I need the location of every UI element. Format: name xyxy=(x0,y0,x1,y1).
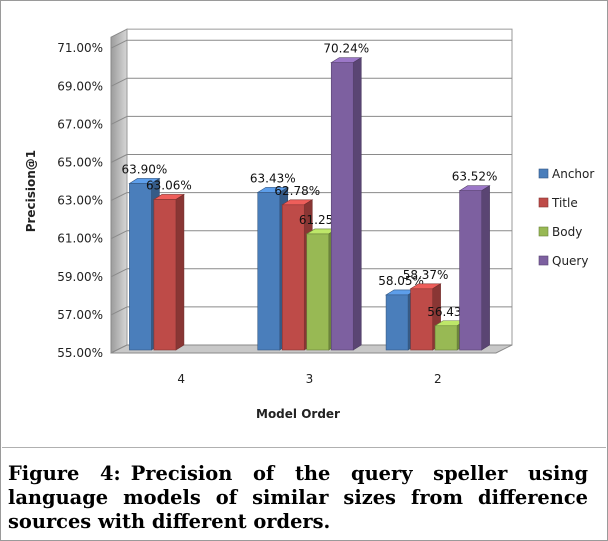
bar-side xyxy=(481,185,490,351)
y-tick-label: 71.00% xyxy=(57,41,103,55)
bar-chart: 55.00% 57.00% 59.00% 61.00% 63.00% 65.00% 67.0… xyxy=(24,28,594,421)
legend-label: Anchor xyxy=(552,167,594,181)
caption-label: Figure 4: xyxy=(8,462,121,485)
bar-title xyxy=(281,204,305,351)
data-label: 58.05% xyxy=(378,274,424,288)
gridline-side xyxy=(110,39,128,49)
legend-swatch xyxy=(538,226,549,237)
y-tick-label: 65.00% xyxy=(57,156,103,170)
x-tick-label: 4 xyxy=(177,372,185,386)
y-tick-label: 61.00% xyxy=(57,232,103,246)
data-label: 63.43% xyxy=(250,171,296,185)
bar-query xyxy=(330,62,354,351)
caption-separator xyxy=(2,447,606,448)
bar-side xyxy=(352,57,362,351)
side-wall xyxy=(110,28,128,354)
data-label: 63.90% xyxy=(122,162,168,176)
legend-swatch xyxy=(538,197,549,208)
x-tick-label: 3 xyxy=(306,372,314,386)
data-label: 63.06% xyxy=(146,178,192,192)
data-label: 58.37% xyxy=(403,268,449,282)
gridline-side xyxy=(110,230,128,240)
y-axis-title: Precision@1 xyxy=(24,150,38,232)
bar-anchor xyxy=(385,294,409,351)
legend-swatch xyxy=(538,168,549,179)
y-tick-label: 63.00% xyxy=(57,194,103,208)
bar-title xyxy=(410,288,433,351)
bar-anchor xyxy=(257,192,281,351)
legend-swatch xyxy=(538,255,549,266)
bar-title xyxy=(153,199,177,351)
chart-canvas: 55.00% 57.00% 59.00% 61.00% 63.00% 65.00% 67.0… xyxy=(24,28,594,421)
y-tick-label: 69.00% xyxy=(57,79,103,93)
bar-anchor xyxy=(129,183,152,351)
legend-label: Body xyxy=(552,225,582,239)
bar-body xyxy=(434,325,458,351)
gridline-side xyxy=(110,306,128,316)
figure-caption: Figure 4: Precision of the query speller … xyxy=(8,462,588,534)
gridline-side xyxy=(110,77,128,87)
caption-text: Precision of the query speller using lan… xyxy=(8,462,589,533)
legend-label: Query xyxy=(552,254,588,268)
y-tick-label: 55.00% xyxy=(57,346,103,360)
gridline-side xyxy=(110,268,128,278)
y-tick-label: 67.00% xyxy=(57,117,103,131)
bar-body xyxy=(306,233,330,351)
gridline-side xyxy=(110,192,128,202)
y-tick-label: 57.00% xyxy=(57,308,103,322)
x-tick-label: 2 xyxy=(434,372,442,386)
gridline-side xyxy=(110,115,128,125)
data-label: 70.24% xyxy=(323,42,369,56)
legend-label: Title xyxy=(551,196,578,210)
bar-side xyxy=(175,193,185,351)
gridline-side xyxy=(110,154,128,163)
y-tick-label: 59.00% xyxy=(57,270,103,284)
bar-query xyxy=(459,190,482,351)
data-label: 63.52% xyxy=(452,170,498,184)
x-axis-title: Model Order xyxy=(256,407,340,421)
data-label: 62.78% xyxy=(274,184,320,198)
